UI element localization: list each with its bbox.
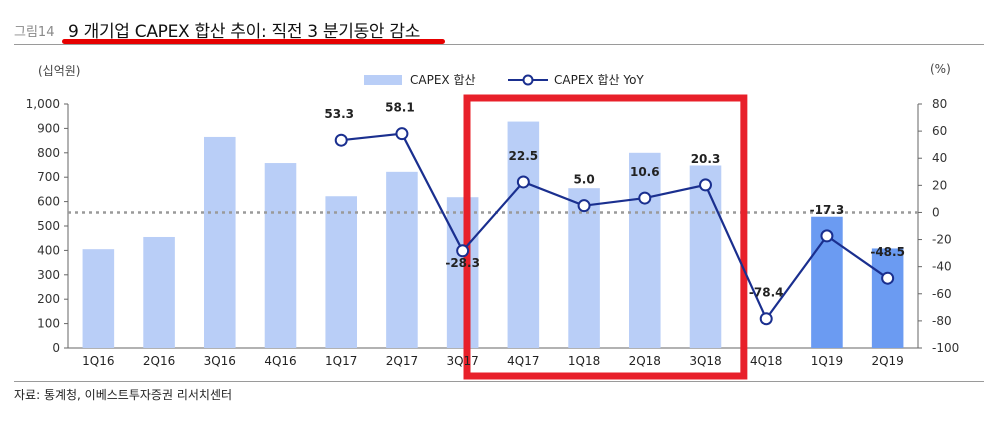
left-tick-label: 500	[37, 219, 60, 233]
yoy-line	[341, 132, 889, 321]
right-axis-unit: (%)	[930, 62, 951, 76]
legend-line-label: CAPEX 합산 YoY	[554, 73, 644, 87]
capex-bar	[507, 121, 540, 349]
x-tick-label: 2Q17	[386, 354, 418, 368]
left-tick-label: 0	[52, 341, 60, 355]
yoy-data-label: -48.5	[870, 245, 905, 259]
yoy-point	[516, 175, 530, 189]
yoy-data-label: 53.3	[324, 107, 354, 121]
yoy-point	[699, 178, 712, 192]
right-tick-label: 40	[932, 151, 947, 165]
yoy-point	[881, 271, 895, 285]
left-tick-label: 200	[37, 292, 60, 306]
right-tick-label: 20	[932, 178, 947, 192]
yoy-data-label: 22.5	[509, 149, 539, 163]
x-tick-label: 2Q19	[871, 354, 903, 368]
right-tick-label: -20	[932, 233, 952, 247]
yoy-data-label: 58.1	[385, 101, 415, 115]
left-tick-label: 300	[37, 268, 60, 282]
x-tick-label: 1Q19	[811, 354, 843, 368]
figure-label: 그림14	[14, 25, 55, 40]
left-tick-label: 400	[37, 243, 60, 257]
left-tick-label: 800	[37, 146, 60, 160]
x-tick-label: 1Q16	[82, 354, 114, 368]
x-tick-label: 3Q17	[446, 354, 478, 368]
yoy-point	[456, 244, 470, 258]
yoy-point	[395, 127, 409, 141]
yoy-data-label: 5.0	[573, 173, 594, 187]
right-tick-label: 80	[932, 97, 947, 111]
footer-rule	[14, 381, 984, 382]
title-underline	[62, 39, 445, 44]
x-tick-label: 4Q17	[507, 354, 539, 368]
capex-bar	[689, 165, 722, 348]
yoy-data-label: 20.3	[691, 152, 721, 166]
chart-title: 9 개기업 CAPEX 합산 추이: 직전 3 분기동안 감소	[68, 22, 421, 42]
yoy-data-label: -78.4	[749, 286, 784, 300]
capex-bar	[325, 196, 357, 348]
left-tick-label: 600	[37, 195, 60, 209]
legend-line-entry: CAPEX 합산 YoY	[508, 71, 644, 88]
source-note: 자료: 통계청, 이베스트투자증권 리서치센터	[14, 388, 233, 402]
yoy-data-label: -17.3	[810, 203, 845, 217]
x-tick-label: 1Q18	[568, 354, 600, 368]
capex-bar	[446, 197, 479, 348]
right-tick-label: -80	[932, 314, 952, 328]
legend-bar-entry: CAPEX 합산	[364, 71, 476, 88]
capex-bar	[264, 163, 297, 348]
capex-bar	[386, 171, 418, 348]
capex-bar	[629, 152, 661, 348]
x-tick-label: 4Q18	[750, 354, 782, 368]
left-tick-label: 100	[37, 317, 60, 331]
right-tick-label: 60	[932, 124, 947, 138]
yoy-point	[638, 191, 652, 205]
capex-bar	[568, 188, 600, 348]
highlight-box	[463, 94, 748, 380]
yoy-point	[820, 229, 834, 243]
x-tick-label: 4Q16	[264, 354, 296, 368]
left-tick-label: 700	[37, 170, 60, 184]
right-tick-label: -40	[932, 260, 952, 274]
right-tick-label: -60	[932, 287, 952, 301]
capex-bar	[143, 236, 175, 348]
yoy-data-label: -28.3	[445, 256, 480, 270]
right-tick-label: -100	[932, 341, 959, 355]
left-tick-label: 900	[37, 121, 60, 135]
left-tick-label: 1,000	[26, 97, 60, 111]
x-tick-label: 1Q17	[325, 354, 357, 368]
capex-bar	[871, 248, 904, 348]
yoy-point	[759, 312, 773, 326]
x-tick-label: 2Q18	[629, 354, 661, 368]
capex-bar	[204, 136, 236, 348]
legend-line-swatch	[508, 74, 548, 85]
x-tick-label: 2Q16	[143, 354, 175, 368]
yoy-point	[577, 199, 591, 213]
left-axis-unit: (십억원)	[38, 64, 81, 78]
yoy-point	[334, 133, 348, 147]
legend-bar-label: CAPEX 합산	[410, 73, 476, 87]
header-rule	[14, 44, 984, 45]
x-tick-label: 3Q18	[689, 354, 721, 368]
capex-bar	[82, 249, 115, 348]
right-tick-label: 0	[932, 205, 940, 219]
legend-bar-swatch	[364, 74, 402, 85]
x-tick-label: 3Q16	[204, 354, 236, 368]
yoy-data-label: 10.6	[630, 165, 660, 179]
